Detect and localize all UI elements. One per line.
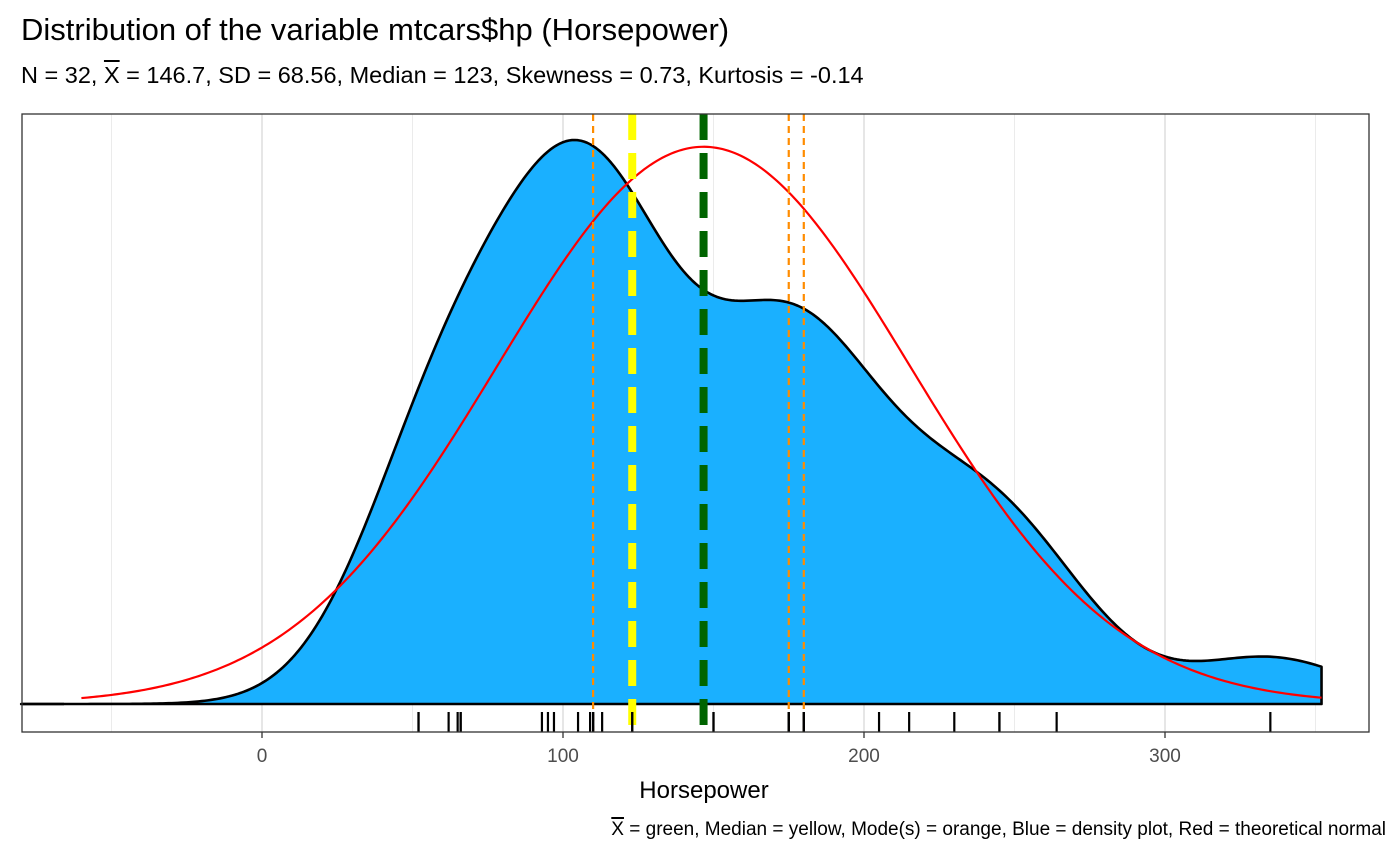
subtitle-xbar-symbol: X: [103, 62, 120, 88]
x-axis: 0 100 200 300: [257, 732, 1181, 767]
x-tick-label: 100: [547, 746, 579, 767]
normal-layer: [81, 145, 1322, 700]
x-tick-label: 0: [257, 746, 268, 767]
subtitle-stats: = 146.7, SD = 68.56, Median = 123, Skewn…: [119, 62, 864, 88]
subtitle-n: N = 32,: [21, 62, 104, 88]
caption-xbar-symbol: X: [611, 819, 624, 840]
rug-layer: [22, 702, 1272, 732]
chart-title: Distribution of the variable mtcars$hp (…: [21, 12, 730, 47]
panel-border: [21, 113, 1370, 733]
density-layer: [19, 138, 1323, 706]
normal-curve: [81, 145, 1322, 700]
density-area: [19, 138, 1323, 706]
caption-text: = green, Median = yellow, Mode(s) = oran…: [623, 819, 1386, 840]
x-tick-label: 300: [1149, 746, 1181, 767]
chart-subtitle: N = 32, X = 146.7, SD = 68.56, Median = …: [21, 62, 864, 89]
x-axis-title: Horsepower: [639, 777, 768, 804]
x-tick-label: 200: [848, 746, 880, 767]
chart-caption: X = green, Median = yellow, Mode(s) = or…: [611, 819, 1386, 841]
reference-lines-layer: [591, 114, 805, 732]
